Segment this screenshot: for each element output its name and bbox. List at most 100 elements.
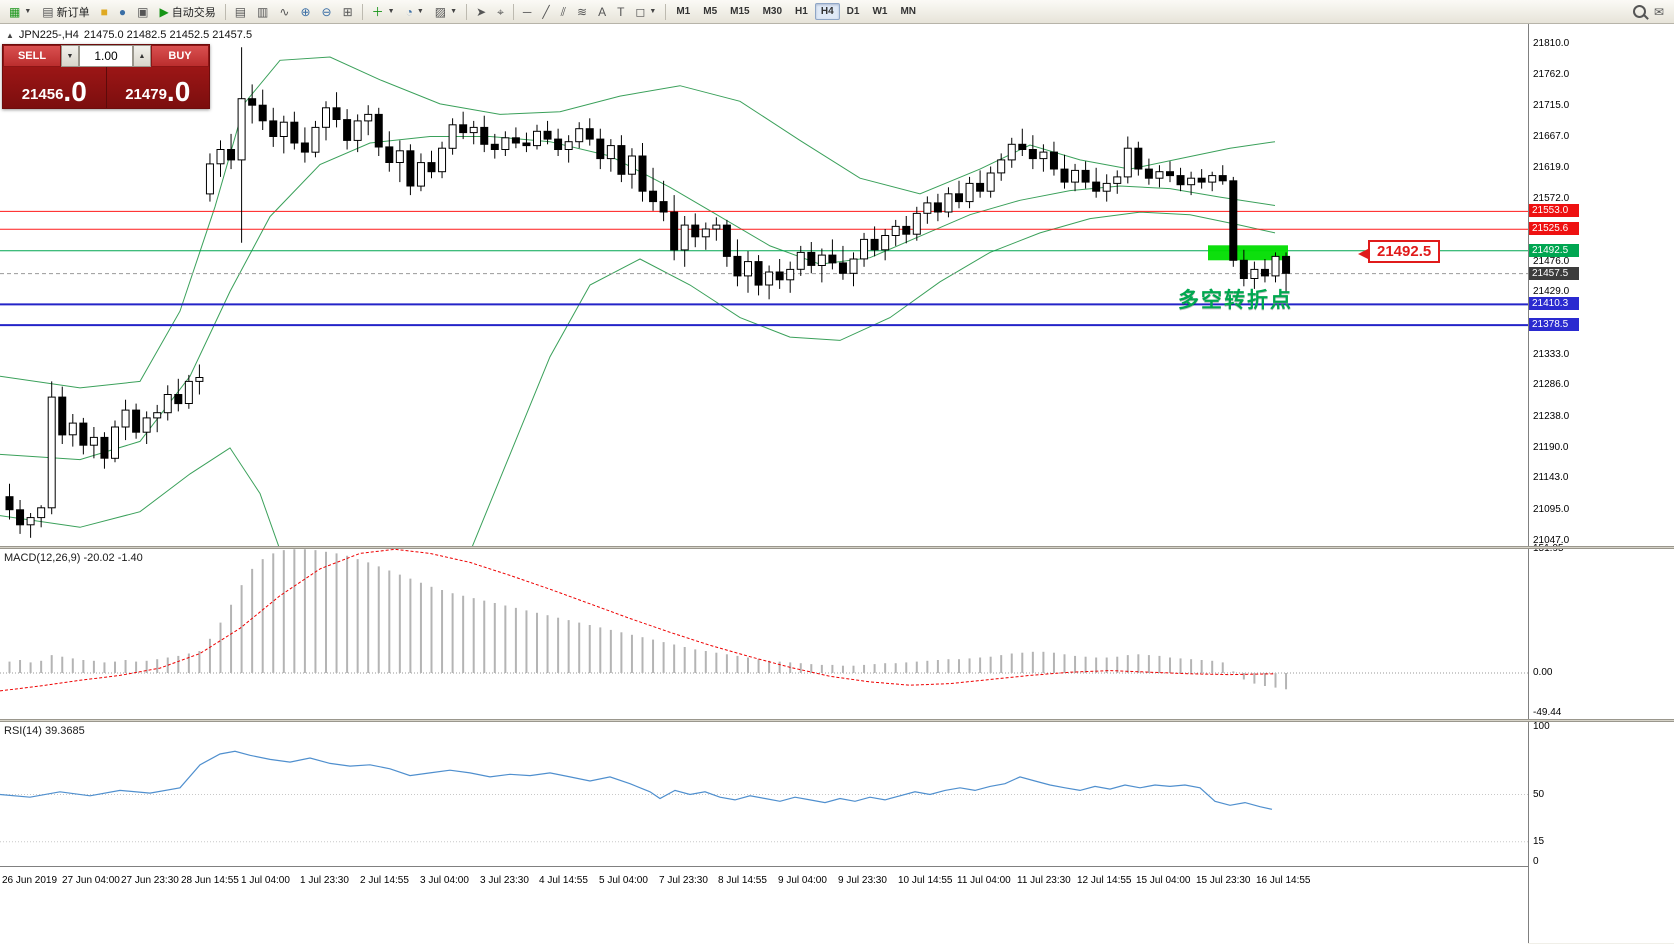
crosshair-icon: ⌖ <box>497 4 504 19</box>
chevron-down-icon: ▼ <box>24 8 32 15</box>
profiles-button[interactable]: ● <box>114 1 131 23</box>
cursor-icon: ➤ <box>476 4 487 19</box>
toolbar-separator <box>466 3 468 20</box>
price-tick: 21286.0 <box>1533 379 1570 391</box>
zoom-out-button[interactable]: ⊖ <box>317 1 337 23</box>
new-chart-button[interactable]: ▦ ▼ <box>4 1 36 23</box>
indicators-button[interactable]: ＋ ▼ <box>367 1 400 23</box>
symbol-ohlc: 21475.0 21482.5 21452.5 21457.5 <box>83 29 253 41</box>
timeframe-m5-button[interactable]: M5 <box>703 6 718 17</box>
timeframe-h1-button[interactable]: H1 <box>795 6 808 17</box>
macd-tick: -49.44 <box>1533 707 1562 719</box>
tile-windows-button[interactable]: ⊞ <box>338 1 358 23</box>
market-watch-button[interactable]: ■ <box>96 1 113 23</box>
shapes-tool-button[interactable]: ◻ ▼ <box>630 1 661 23</box>
timeframe-m30-button[interactable]: M30 <box>762 6 783 17</box>
toolbar-separator <box>512 3 514 20</box>
price-tick: 21429.0 <box>1533 286 1570 298</box>
autotrading-button[interactable]: ▶ 自动交易 <box>154 1 220 23</box>
label-tool-button[interactable]: T <box>612 1 629 23</box>
sell-price-display: 21456 .0 <box>3 67 107 108</box>
buy-price-frac: .0 <box>166 76 191 107</box>
rsi-tick: 0 <box>1533 856 1539 867</box>
time-label: 10 Jul 14:55 <box>898 875 953 886</box>
sell-button[interactable]: SELL <box>3 45 61 67</box>
zoom-in-button[interactable]: ⊕ <box>295 1 315 23</box>
time-label: 28 Jun 14:55 <box>181 875 239 886</box>
time-label: 12 Jul 14:55 <box>1077 875 1132 886</box>
rsi-tick: 15 <box>1533 835 1545 847</box>
candlestick-chart[interactable] <box>0 24 1528 546</box>
timeframe-m15-button[interactable]: M15 <box>730 6 750 17</box>
timeframe-group: M1 M5 M15 M30 H1 H4 D1 W1 MN <box>670 3 922 20</box>
text-tool-button[interactable]: A <box>593 1 611 23</box>
candle-chart-button[interactable]: ▥ <box>252 1 273 23</box>
buy-price-main: 21479 <box>125 86 167 103</box>
price-tick: 21572.0 <box>1533 193 1570 205</box>
one-click-toggle-icon[interactable]: ▲ <box>6 30 14 40</box>
new-order-label: 新订单 <box>56 6 90 19</box>
time-label: 11 Jul 23:30 <box>1017 875 1071 886</box>
time-axis[interactable]: 26 Jun 2019 27 Jun 04:00 27 Jun 23:30 28 Ju… <box>0 866 1528 944</box>
macd-label: MACD(12,26,9) -20.02 -1.40 <box>4 552 143 564</box>
price-tick: 21095.0 <box>1533 503 1570 515</box>
turning-point-annotation[interactable]: 多空转折点 <box>1178 289 1293 312</box>
timeframe-m1-button[interactable]: M1 <box>676 6 691 17</box>
fibonacci-tool-button[interactable]: ≋ <box>572 1 592 23</box>
macd-signal-line <box>0 549 1276 692</box>
timeframe-mn-button[interactable]: MN <box>900 6 916 17</box>
macd-panel[interactable]: MACD(12,26,9) -20.02 -1.40 <box>0 549 1528 719</box>
price-tag-21457.5: 21457.5 <box>1529 266 1579 280</box>
label-icon: T <box>617 4 625 19</box>
time-label: 15 Jul 23:30 <box>1196 875 1251 886</box>
search-icon[interactable] <box>1632 5 1646 18</box>
price-tick: 21762.0 <box>1533 69 1570 81</box>
time-label: 1 Jul 04:00 <box>241 875 290 886</box>
rsi-panel[interactable]: RSI(14) 39.3685 <box>0 722 1528 866</box>
time-label: 3 Jul 04:00 <box>420 875 469 886</box>
cursor-button[interactable]: ➤ <box>471 1 491 23</box>
price-tag-21553.0: 21553.0 <box>1529 204 1579 218</box>
new-order-icon: ▤ <box>42 4 54 19</box>
timeframe-w1-button[interactable]: W1 <box>872 6 888 17</box>
sell-options-dropdown[interactable]: ▼ <box>61 45 79 67</box>
timeframe-d1-button[interactable]: D1 <box>846 6 860 17</box>
macd-chart[interactable] <box>0 549 1528 719</box>
channel-tool-button[interactable]: ⫽ <box>556 1 571 23</box>
price-tick: 21143.0 <box>1533 472 1569 484</box>
price-axis[interactable]: 21810.0 21762.0 21715.0 21667.0 21619.0 21572… <box>1528 24 1674 943</box>
tile-windows-icon: ⊞ <box>342 4 353 19</box>
time-label: 5 Jul 04:00 <box>599 875 648 886</box>
new-order-button[interactable]: ▤ 新订单 <box>37 1 94 23</box>
main-chart-panel[interactable]: ▲ JPN225-,H4 21475.0 21482.5 21452.5 214… <box>0 24 1528 546</box>
symbol-name: JPN225-,H4 <box>18 29 79 41</box>
templates-button[interactable]: ▨ ▼ <box>430 1 462 23</box>
indicators-plus-icon: ＋ <box>371 4 384 19</box>
price-callout[interactable]: 21492.5 <box>1358 240 1441 263</box>
time-label: 7 Jul 23:30 <box>659 875 708 886</box>
periods-button[interactable]: ◔ ▼ <box>401 1 429 23</box>
toolbar-separator <box>665 3 667 20</box>
volume-spinner[interactable]: ▲ <box>133 45 151 67</box>
panel-separator[interactable] <box>0 546 1674 549</box>
highlight-zone[interactable] <box>1208 245 1288 261</box>
chat-icon[interactable]: ✉ <box>1653 4 1664 19</box>
chart-windows-button[interactable]: ▣ <box>132 1 153 23</box>
time-label: 4 Jul 14:55 <box>539 875 588 886</box>
hline-tool-button[interactable]: ─ <box>518 1 537 23</box>
line-chart-button[interactable]: ∿ <box>274 1 294 23</box>
play-icon: ▶ <box>159 4 169 19</box>
toolbar-separator <box>361 3 363 20</box>
bar-chart-icon: ▤ <box>234 4 247 19</box>
panel-separator[interactable] <box>0 719 1674 722</box>
shapes-icon: ◻ <box>635 4 646 19</box>
crosshair-button[interactable]: ⌖ <box>492 1 509 23</box>
price-tick: 21333.0 <box>1533 348 1570 360</box>
rsi-chart[interactable] <box>0 722 1528 866</box>
buy-button[interactable]: BUY <box>151 45 209 67</box>
volume-input[interactable] <box>79 45 133 67</box>
bar-chart-button[interactable]: ▤ <box>230 1 251 23</box>
timeframe-h4-button[interactable]: H4 <box>814 3 840 20</box>
time-label: 9 Jul 23:30 <box>838 875 887 886</box>
trendline-tool-button[interactable]: ╱ <box>537 1 554 23</box>
